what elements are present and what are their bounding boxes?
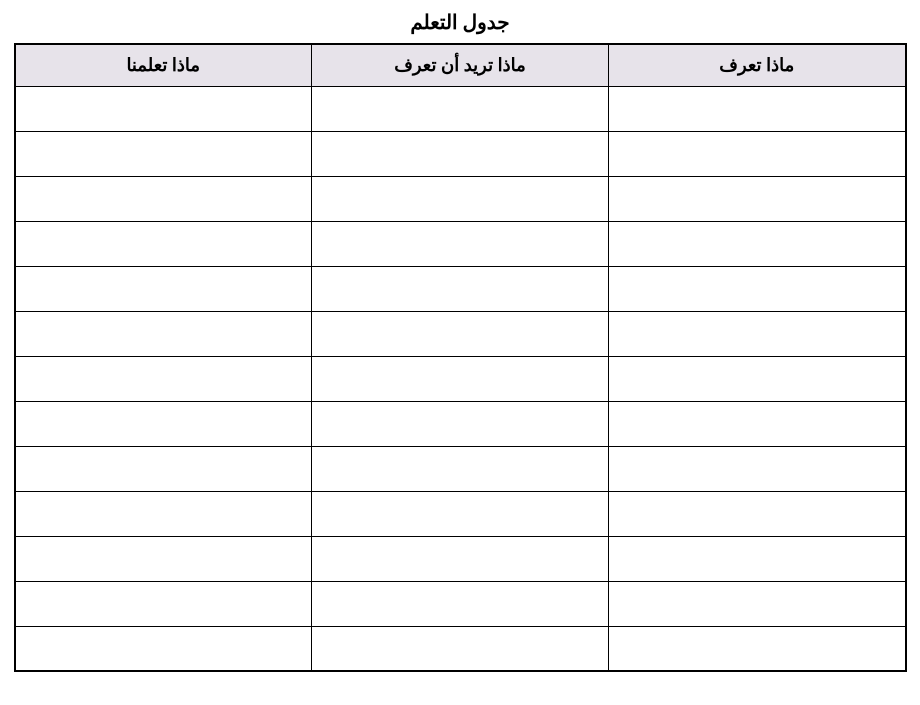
table-cell <box>15 266 312 311</box>
table-cell <box>15 536 312 581</box>
column-header-know: ماذا تعرف <box>609 44 906 86</box>
table-row <box>15 536 906 581</box>
table-cell <box>609 401 906 446</box>
table-cell <box>312 491 609 536</box>
table-row <box>15 176 906 221</box>
table-cell <box>15 581 312 626</box>
table-cell <box>312 446 609 491</box>
column-header-learned: ماذا تعلمنا <box>15 44 312 86</box>
table-cell <box>15 176 312 221</box>
table-row <box>15 311 906 356</box>
table-row <box>15 266 906 311</box>
table-cell <box>609 86 906 131</box>
table-cell <box>15 446 312 491</box>
table-row <box>15 446 906 491</box>
table-cell <box>312 536 609 581</box>
table-cell <box>15 491 312 536</box>
table-cell <box>15 401 312 446</box>
table-cell <box>609 626 906 671</box>
page-title: جدول التعلم <box>0 0 920 43</box>
table-cell <box>312 311 609 356</box>
kwl-table: ماذا تعرف ماذا تريد أن تعرف ماذا تعلمنا <box>14 43 907 672</box>
table-cell <box>609 356 906 401</box>
table-cell <box>312 176 609 221</box>
table-cell <box>312 356 609 401</box>
table-cell <box>312 401 609 446</box>
table-cell <box>312 86 609 131</box>
table-cell <box>609 221 906 266</box>
table-cell <box>15 356 312 401</box>
table-row <box>15 581 906 626</box>
table-cell <box>312 131 609 176</box>
table-row <box>15 86 906 131</box>
table-row <box>15 131 906 176</box>
table-cell <box>15 221 312 266</box>
table-cell <box>609 536 906 581</box>
table-cell <box>609 491 906 536</box>
table-cell <box>609 131 906 176</box>
table-cell <box>312 626 609 671</box>
table-row <box>15 221 906 266</box>
column-header-want: ماذا تريد أن تعرف <box>312 44 609 86</box>
table-cell <box>609 446 906 491</box>
table-cell <box>609 176 906 221</box>
table-cell <box>15 626 312 671</box>
table-cell <box>312 581 609 626</box>
table-row <box>15 356 906 401</box>
table-row <box>15 401 906 446</box>
table-header-row: ماذا تعرف ماذا تريد أن تعرف ماذا تعلمنا <box>15 44 906 86</box>
table-cell <box>609 311 906 356</box>
table-cell <box>609 266 906 311</box>
table-row <box>15 491 906 536</box>
table-cell <box>15 311 312 356</box>
table-cell <box>15 131 312 176</box>
table-cell <box>609 581 906 626</box>
table-cell <box>312 221 609 266</box>
table-row <box>15 626 906 671</box>
table-cell <box>15 86 312 131</box>
table-cell <box>312 266 609 311</box>
